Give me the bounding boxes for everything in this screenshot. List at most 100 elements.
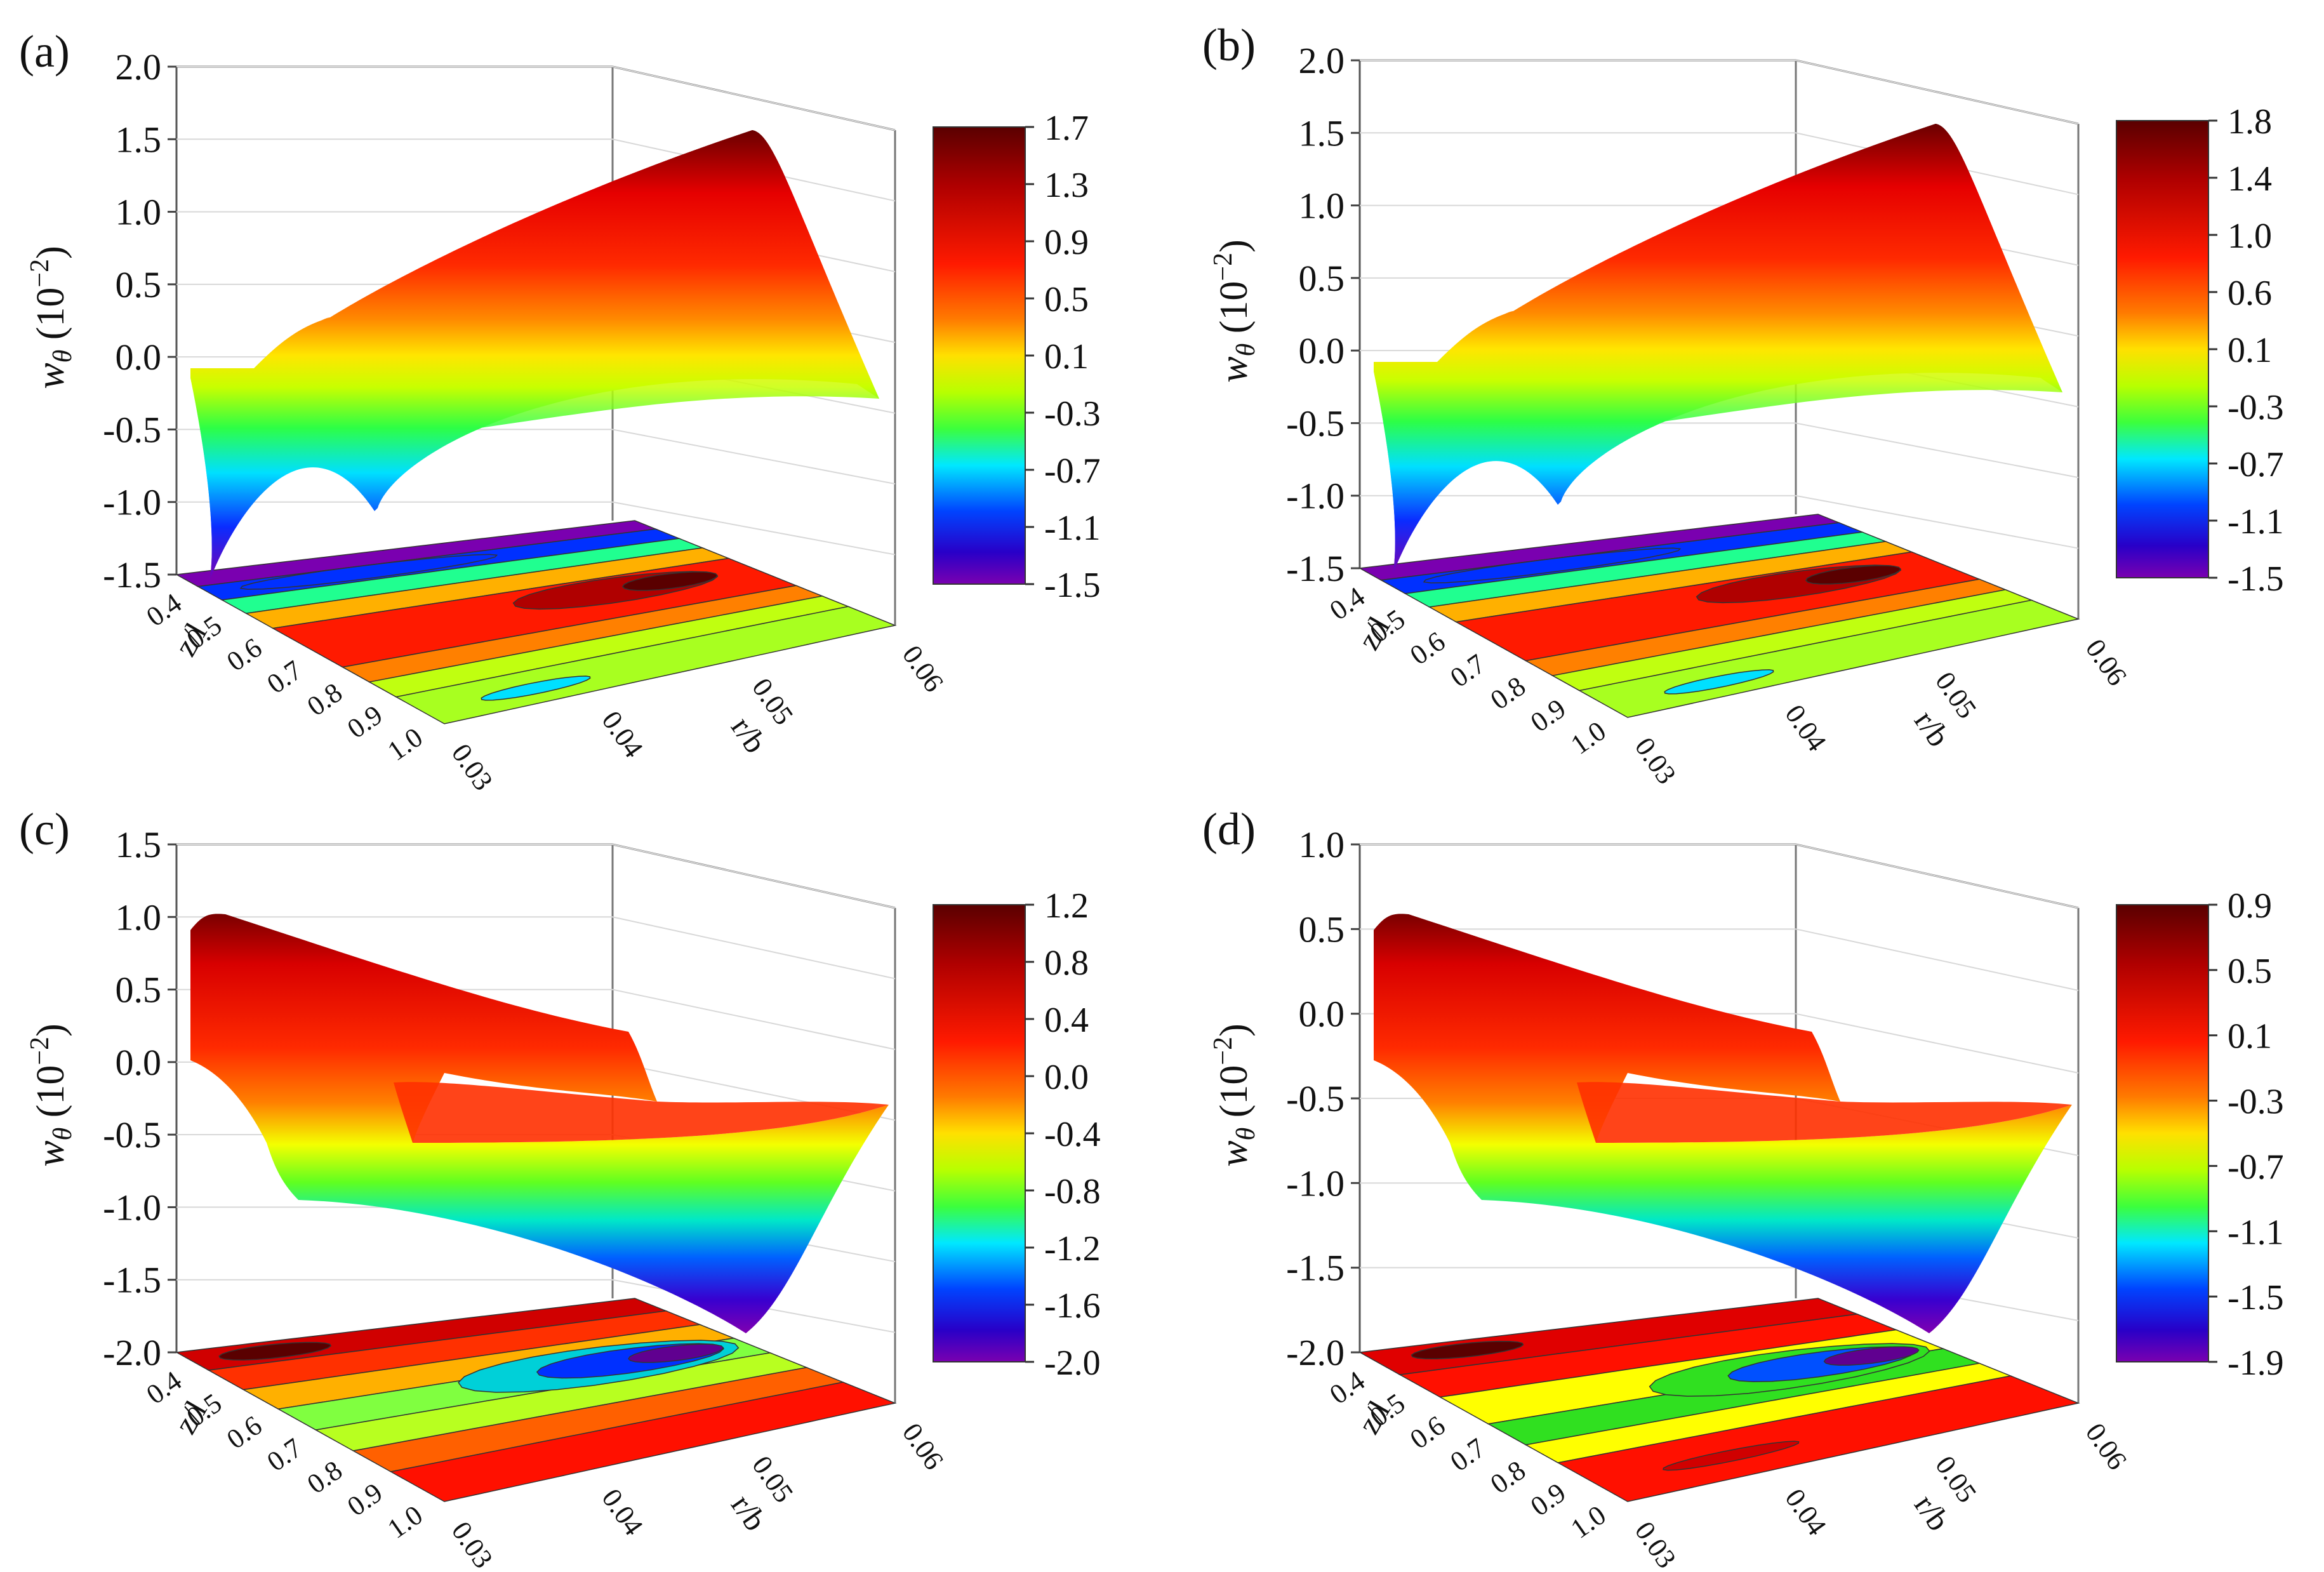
colorbar-tick-label: -1.1 [1044,509,1101,548]
colorbar-tick-label: 0.1 [2228,331,2272,370]
y-tick-label: 0.8 [302,1455,348,1500]
x-tick-label: 0.04 [1779,1483,1832,1541]
axis-frame: 1.0 0.5 0.0 -0.5 -1.0 -1.5 -2.0 wθ (10−2) [1209,824,2080,1404]
colorbar-tick-label: 1.8 [2228,102,2272,142]
colorbar-tick-label: 0.0 [1044,1058,1089,1097]
grid-line [1795,495,2079,549]
x-tick-label: 0.04 [595,705,649,763]
y-tick-label: 0.6 [1404,625,1451,671]
colorbar-tick-label: 1.3 [1044,166,1089,205]
colorbar-tick-label: -1.5 [1044,566,1101,605]
surface-fold [1374,124,2062,575]
y-tick-label: 0.9 [1525,1477,1571,1522]
colorbar-tick-label: 1.4 [2228,159,2272,199]
y-tick-label: 0.8 [1485,1455,1531,1500]
z-tick-label: 1.5 [116,119,162,160]
z-tick-label: 0.5 [116,264,162,305]
grid-line [612,66,896,131]
y-tick-label: 1.0 [1565,715,1611,761]
colorbar-tick-label: -0.3 [2228,388,2284,427]
z-tick-label: -1.5 [1286,548,1345,589]
contour-band [389,1382,897,1502]
contour-blob [628,1343,724,1363]
grid-line [1795,928,2079,991]
y-tick-label: 1.0 [382,721,428,767]
panel-0: (a) 2.0 1.5 1.0 0.5 0.0 -0.5 -1.0 -1.5 wθ (10−2) 0… [19,26,1101,796]
panel-label: (b) [1202,20,1256,70]
z-tick-label: 2.0 [116,46,162,88]
contour-blob [1663,1441,1800,1471]
z-tick-label: -1.0 [1286,1162,1345,1204]
y-tick-label: 0.8 [1485,670,1531,716]
z-tick-label: -1.5 [103,1260,161,1301]
surface [190,914,889,1333]
y-tick-label: 0.8 [302,677,348,723]
contour-blob [1805,565,1901,585]
z-axis-label: wθ (10−2) [1209,239,1261,383]
x-tick-label: 0.03 [1629,1516,1682,1569]
y-tick-label: 1.0 [382,1499,428,1545]
colorbar-gradient [2116,904,2209,1362]
z-tick-label: 1.0 [1299,185,1345,227]
colorbar-tick-label: -1.1 [2228,1213,2284,1252]
x-tick-label: 0.03 [446,738,499,796]
surface [190,130,879,581]
colorbar: 1.8 1.4 1.0 0.6 0.1 -0.3 -0.7 -1.1 -1.5 [2116,102,2284,599]
axis-frame: 2.0 1.5 1.0 0.5 0.0 -0.5 -1.0 -1.5 wθ (10−2) [1209,40,2080,620]
z-tick-label: -0.5 [1286,1078,1345,1119]
contour-floor: 0.40.50.60.70.80.91.0z/l0.030.040.050.06… [141,520,950,796]
z-tick-label: 2.0 [1299,40,1345,81]
x-tick-label: 0.06 [896,1418,950,1475]
colorbar: 1.2 0.8 0.4 0.0 -0.4 -0.8 -1.2 -1.6 -2.0 [933,886,1101,1383]
colorbar-tick-label: -0.4 [1044,1115,1101,1154]
y-tick-label: 0.7 [1445,648,1491,694]
surface [1374,124,2062,575]
grid-line [1795,844,2079,909]
colorbar-tick-label: -1.2 [1044,1229,1101,1269]
z-tick-label: -0.5 [103,409,161,450]
contour-blob [1423,547,1682,583]
z-tick-label: 1.0 [1299,824,1345,865]
panel-2: (c) 1.5 1.0 0.5 0.0 -0.5 -1.0 -1.5 -2.0 wθ (10−2)… [19,804,1101,1572]
colorbar-tick-label: 0.5 [1044,280,1089,319]
grid-line [612,916,896,980]
grid-line [612,501,896,556]
y-tick-label: 0.7 [262,1432,308,1478]
contour-blob [239,554,498,590]
colorbar-tick-label: -1.1 [2228,502,2284,542]
contour-blob [1411,1340,1524,1359]
surface-main [190,914,889,1333]
x-tick-label: 0.04 [1779,699,1832,757]
colorbar-tick-label: -0.7 [2228,445,2284,484]
panel-label: (c) [19,804,70,855]
colorbar-tick-label: 0.8 [1044,943,1089,983]
colorbar-tick-label: -1.9 [2228,1343,2284,1383]
colorbar-tick-label: 1.2 [1044,886,1089,926]
colorbar: 0.9 0.5 0.1 -0.3 -0.7 -1.1 -1.5 -1.9 [2116,886,2284,1383]
z-tick-label: -0.5 [1286,403,1345,444]
colorbar-tick-label: -1.5 [2228,559,2284,599]
z-tick-label: -1.0 [1286,476,1345,517]
z-tick-label: -1.5 [103,554,161,596]
z-tick-label: 0.0 [1299,330,1345,371]
z-tick-label: -1.5 [1286,1248,1345,1289]
z-tick-label: -0.5 [103,1114,161,1156]
contour-band [1557,1375,2080,1502]
z-tick-label: 0.5 [116,969,162,1011]
grid-line [1795,422,2079,479]
x-tick-label: 0.03 [1629,732,1682,790]
contour-blob [1823,1346,1920,1366]
contour-blob [621,571,718,591]
grid-line [612,844,896,909]
colorbar-tick-label: -1.5 [2228,1278,2284,1317]
panel-label: (a) [19,26,70,77]
z-tick-label: 0.0 [1299,994,1345,1035]
grid-line [612,429,896,485]
z-tick-label: 0.5 [1299,909,1345,950]
z-tick-label: 0.5 [1299,258,1345,299]
z-tick-label: -1.0 [103,482,161,523]
surface-main [1374,914,2072,1333]
contour-floor: 0.40.50.60.70.80.91.0z/l0.030.040.050.06… [1324,1298,2133,1572]
z-tick-label: 1.0 [116,896,162,938]
grid-line [1795,60,2079,124]
